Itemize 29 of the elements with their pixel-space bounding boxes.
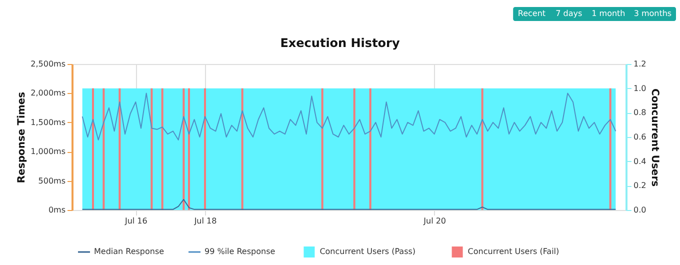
y-tick-label: 2,500ms [30,60,66,68]
text: 3 months [634,9,672,18]
y-tick-label: 500ms [38,176,66,186]
text: Recent [518,9,546,18]
y-axis-title: Response Times [16,92,28,184]
legend-label: Concurrent Users (Pass) [320,247,416,256]
y2-tick-label: 1.2 [634,60,646,68]
y2-tick-label: 0.8 [634,108,646,118]
y2-tick-label: 0.0 [634,206,646,214]
text: 1 month [592,9,626,18]
y-tick-label: 1,500ms [30,118,66,127]
y2-tick-label: 1.0 [634,84,646,93]
y-tick-label: 0ms [48,206,66,214]
legend-label: Median Response [94,247,164,256]
y-tick-label: 1,000ms [30,147,66,156]
x-tick-label: Jul 16 [124,216,148,226]
y-tick-label: 2,000ms [30,88,66,98]
x-tick-label: Jul 18 [193,216,217,226]
legend-label: Concurrent Users (Fail) [468,247,560,256]
line-series [82,92,616,140]
y2-axis-title: Concurrent Users [649,88,660,187]
x-tick-label: Jul 20 [422,216,446,226]
y2-tick-label: 0.6 [634,132,646,142]
line-series [82,198,616,210]
y2-tick-label: 0.2 [634,181,646,190]
legend-label: 99 %ile Response [204,247,276,256]
text: 7 days [556,9,582,18]
y2-tick-label: 0.4 [634,156,646,166]
chart-title: Execution History [280,36,400,50]
